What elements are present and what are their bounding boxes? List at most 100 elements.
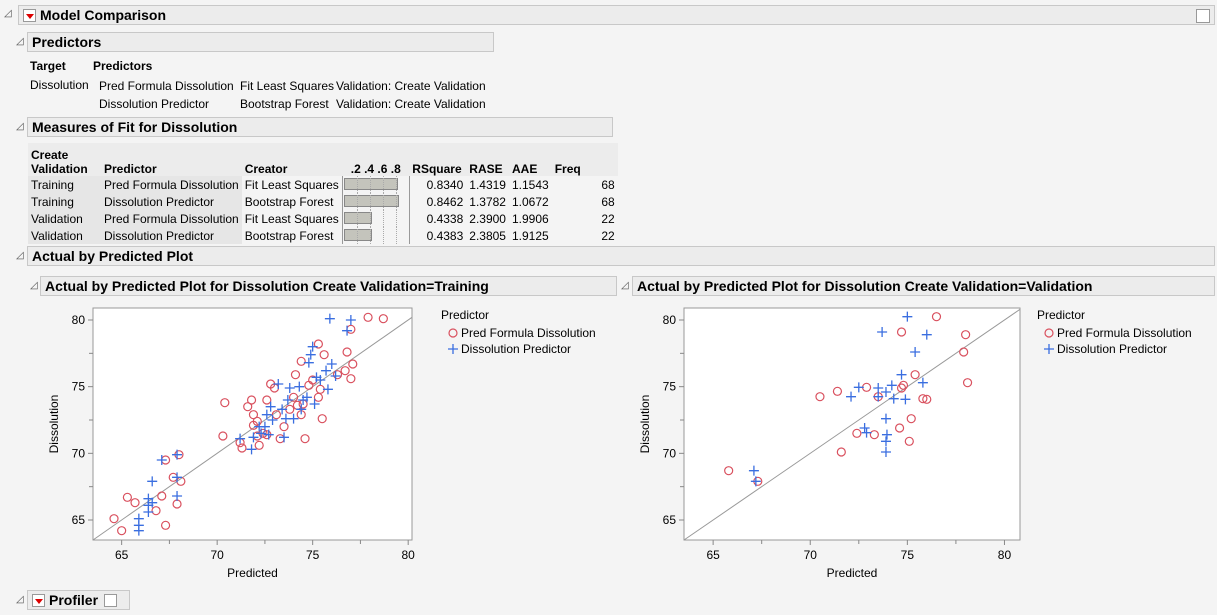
data-point-plus [877, 327, 888, 337]
data-point-circle [237, 443, 247, 453]
collapse-triangle-icon[interactable]: ◿ [16, 36, 24, 47]
data-point-circle [160, 520, 171, 530]
red-triangle-menu-icon[interactable] [23, 8, 36, 22]
cell-predictor: Pred Formula Dissolution [101, 210, 242, 227]
collapse-triangle-icon[interactable]: ◿ [16, 250, 24, 261]
data-point-circle [896, 327, 907, 337]
cell-aae: 1.9906 [511, 211, 549, 226]
predictors-list: Pred Formula Dissolution Fit Least Square… [99, 79, 499, 115]
gridline [369, 193, 371, 210]
table-row: Validation Pred Formula Dissolution Fit Le… [28, 210, 618, 227]
data-point-plus [345, 315, 356, 325]
data-point-plus [880, 447, 891, 457]
data-point-circle [313, 339, 324, 349]
table-row: Training Pred Formula Dissolution Fit Leas… [28, 176, 618, 193]
pin-icon[interactable] [1196, 9, 1210, 23]
data-point-plus [900, 394, 911, 405]
actual-by-predicted-header[interactable]: Actual by Predicted Plot [27, 246, 1215, 266]
cell-validation: Training [28, 193, 101, 210]
gridline [395, 210, 397, 227]
data-point-circle [836, 447, 846, 457]
cell-rsquare: 0.4383 [426, 228, 464, 243]
cell-validation: Validation [28, 210, 101, 227]
data-point-circle [109, 514, 119, 524]
data-point-plus [133, 513, 144, 524]
cell-freq: 68 [601, 194, 615, 209]
data-point-circle [931, 312, 942, 322]
gridline [395, 193, 397, 210]
collapse-triangle-icon[interactable]: ◿ [4, 8, 12, 19]
model-comparison-header[interactable]: Model Comparison [18, 5, 1215, 25]
cell-creator: Fit Least Squares [244, 211, 339, 226]
data-point-circle [218, 431, 228, 441]
cell-predictor: Pred Formula Dissolution [101, 176, 242, 193]
data-point-circle [288, 392, 299, 402]
profiler-header[interactable]: Profiler [27, 590, 130, 610]
data-point-circle [904, 436, 914, 446]
cell-rsquare-bar [341, 176, 410, 193]
data-point-circle [922, 394, 932, 404]
predictor-validation: Validation: Create Validation [336, 79, 486, 93]
gridline [369, 210, 371, 227]
predictor-creator: Bootstrap Forest [240, 97, 329, 111]
cell-freq: 22 [601, 211, 615, 226]
data-point-circle [724, 466, 734, 476]
training-plot-header[interactable]: Actual by Predicted Plot for Dissolution… [40, 276, 617, 296]
plot-title: Actual by Predicted Plot for Dissolution… [45, 278, 489, 294]
data-point-plus [303, 357, 314, 368]
plot-frame [92, 307, 413, 541]
x-axis-label: Predicted [827, 566, 878, 580]
gridline [356, 193, 358, 210]
collapse-triangle-icon[interactable]: ◿ [16, 121, 24, 132]
data-point-circle [246, 395, 257, 405]
cell-creator: Fit Least Squares [244, 177, 339, 192]
data-point-plus [917, 377, 928, 388]
data-point-circle [130, 498, 140, 508]
predictor-name: Pred Formula Dissolution [99, 79, 234, 93]
red-triangle-menu-icon[interactable] [32, 593, 45, 607]
data-point-plus [248, 432, 259, 443]
pin-icon[interactable] [104, 593, 118, 607]
data-point-circle [296, 356, 306, 366]
data-point-plus [172, 449, 183, 460]
x-axis-label: Predicted [227, 566, 278, 580]
data-point-circle [906, 414, 916, 424]
predictors-col-header: Predictors [93, 59, 153, 73]
cell-predictor: Dissolution Predictor [101, 193, 242, 210]
collapse-triangle-icon[interactable]: ◿ [16, 594, 24, 605]
y-axis-label: Dissolution [47, 395, 61, 454]
gridline [382, 227, 384, 244]
data-point-plus [315, 375, 326, 385]
data-point-plus [147, 476, 158, 487]
col-header-rsquare: RSquare [409, 143, 467, 176]
x-tick-label: 80 [401, 548, 415, 562]
x-tick-label: 75 [901, 548, 915, 562]
validation-plot-header[interactable]: Actual by Predicted Plot for Dissolution… [632, 276, 1215, 296]
data-point-plus [321, 365, 332, 376]
data-point-circle [378, 314, 388, 324]
col-header-predictor: Predictor [101, 143, 242, 176]
data-point-plus [322, 384, 333, 395]
collapse-triangle-icon[interactable]: ◿ [621, 280, 629, 291]
rsquare-bar [343, 212, 372, 224]
legend-circle-icon [1044, 328, 1054, 338]
collapse-triangle-icon[interactable]: ◿ [30, 280, 38, 291]
cell-validation: Validation [28, 227, 101, 244]
y-axis-label: Dissolution [638, 395, 652, 454]
data-point-circle [959, 347, 969, 357]
data-point-plus [330, 371, 341, 381]
gridline [382, 176, 384, 193]
data-point-circle [346, 374, 356, 384]
measures-of-fit-header[interactable]: Measures of Fit for Dissolution [27, 117, 613, 137]
cell-rsquare: 0.4338 [426, 211, 464, 226]
predictors-header[interactable]: Predictors [27, 32, 494, 52]
data-point-circle [243, 402, 253, 412]
cell-aae: 1.9125 [511, 228, 549, 243]
data-point-plus [305, 349, 316, 360]
legend-title: Predictor [1037, 308, 1085, 322]
data-point-plus [296, 404, 307, 415]
legend-item: Pred Formula Dissolution [1057, 326, 1192, 340]
data-point-plus [288, 413, 299, 424]
data-point-circle [252, 416, 262, 426]
